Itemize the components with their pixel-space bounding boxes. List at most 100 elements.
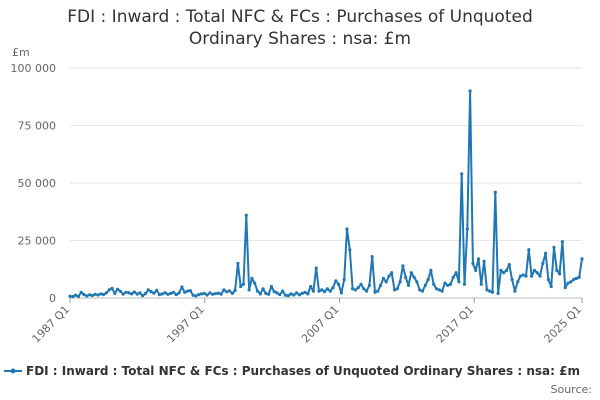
data-point[interactable]	[138, 291, 142, 295]
data-point[interactable]	[286, 294, 290, 298]
data-point[interactable]	[345, 227, 349, 231]
data-point[interactable]	[443, 281, 447, 285]
data-point[interactable]	[216, 291, 220, 295]
data-point[interactable]	[283, 293, 287, 297]
data-point[interactable]	[457, 280, 461, 284]
data-point[interactable]	[197, 293, 201, 297]
data-point[interactable]	[185, 289, 190, 293]
data-point[interactable]	[116, 287, 120, 291]
data-point[interactable]	[311, 289, 315, 293]
data-point[interactable]	[160, 292, 164, 296]
data-point[interactable]	[295, 291, 299, 295]
data-point[interactable]	[468, 89, 472, 93]
data-point[interactable]	[213, 292, 218, 296]
data-point[interactable]	[149, 290, 153, 294]
data-point[interactable]	[331, 286, 335, 290]
data-point[interactable]	[99, 292, 103, 296]
data-point[interactable]	[202, 291, 206, 295]
data-point[interactable]	[208, 291, 212, 295]
data-point[interactable]	[121, 292, 125, 296]
data-point[interactable]	[314, 266, 318, 270]
data-point[interactable]	[130, 292, 134, 296]
data-point[interactable]	[227, 289, 232, 293]
data-point[interactable]	[258, 292, 262, 296]
data-point[interactable]	[376, 289, 380, 293]
data-point[interactable]	[373, 290, 377, 294]
data-point[interactable]	[219, 292, 223, 296]
data-point[interactable]	[580, 257, 584, 261]
data-point[interactable]	[541, 261, 545, 266]
data-point[interactable]	[132, 290, 136, 294]
data-point[interactable]	[255, 289, 260, 293]
data-point[interactable]	[169, 291, 173, 295]
data-point[interactable]	[555, 268, 559, 272]
data-point[interactable]	[566, 281, 570, 285]
data-point[interactable]	[420, 289, 425, 293]
data-point[interactable]	[362, 287, 366, 291]
data-point[interactable]	[518, 274, 523, 278]
data-point[interactable]	[406, 283, 411, 287]
data-point[interactable]	[135, 292, 139, 296]
data-point[interactable]	[359, 282, 363, 286]
data-point[interactable]	[194, 294, 198, 298]
data-point[interactable]	[527, 248, 531, 252]
data-point[interactable]	[532, 268, 537, 272]
data-point[interactable]	[535, 271, 539, 275]
data-point[interactable]	[183, 290, 187, 294]
data-point[interactable]	[275, 291, 279, 295]
data-point[interactable]	[269, 284, 273, 289]
data-point[interactable]	[85, 294, 89, 298]
data-point[interactable]	[390, 271, 394, 275]
data-point[interactable]	[348, 248, 352, 252]
data-point[interactable]	[448, 282, 453, 286]
data-point[interactable]	[157, 293, 162, 297]
data-point[interactable]	[499, 268, 503, 272]
data-point[interactable]	[516, 280, 520, 284]
legend[interactable]: FDI : Inward : Total NFC & FCs : Purchas…	[4, 364, 580, 378]
data-point[interactable]	[513, 289, 517, 293]
data-point[interactable]	[496, 291, 500, 295]
data-point[interactable]	[488, 289, 492, 293]
data-point[interactable]	[118, 289, 122, 293]
data-point[interactable]	[482, 259, 486, 263]
data-point[interactable]	[247, 288, 251, 292]
data-point[interactable]	[418, 288, 422, 292]
data-point[interactable]	[233, 288, 237, 292]
data-point[interactable]	[309, 284, 313, 289]
data-point[interactable]	[558, 272, 562, 276]
data-point[interactable]	[225, 290, 229, 294]
data-point[interactable]	[76, 294, 80, 298]
data-point[interactable]	[71, 295, 75, 299]
data-point[interactable]	[300, 291, 304, 295]
data-point[interactable]	[544, 251, 548, 255]
data-point[interactable]	[572, 278, 576, 282]
data-point[interactable]	[549, 284, 553, 289]
data-point[interactable]	[306, 292, 310, 296]
data-point[interactable]	[323, 290, 327, 294]
data-point[interactable]	[239, 284, 243, 289]
data-point[interactable]	[177, 291, 181, 295]
data-point[interactable]	[261, 287, 265, 291]
data-point[interactable]	[401, 264, 405, 268]
data-point[interactable]	[381, 276, 385, 280]
data-point[interactable]	[143, 292, 148, 296]
data-point[interactable]	[367, 283, 371, 287]
data-point[interactable]	[79, 290, 83, 294]
data-point[interactable]	[328, 289, 332, 293]
data-point[interactable]	[325, 287, 329, 291]
data-point[interactable]	[250, 276, 254, 280]
data-point[interactable]	[166, 292, 170, 296]
data-point[interactable]	[107, 288, 111, 292]
data-point[interactable]	[574, 276, 579, 280]
data-point[interactable]	[476, 257, 481, 261]
data-point[interactable]	[171, 290, 176, 294]
data-point[interactable]	[392, 288, 397, 292]
data-point[interactable]	[412, 275, 416, 279]
data-point[interactable]	[479, 282, 483, 286]
data-point[interactable]	[437, 288, 441, 292]
data-point[interactable]	[339, 291, 343, 295]
data-point[interactable]	[272, 290, 276, 294]
data-point[interactable]	[191, 293, 195, 297]
data-point[interactable]	[93, 292, 97, 296]
data-point[interactable]	[199, 292, 204, 296]
